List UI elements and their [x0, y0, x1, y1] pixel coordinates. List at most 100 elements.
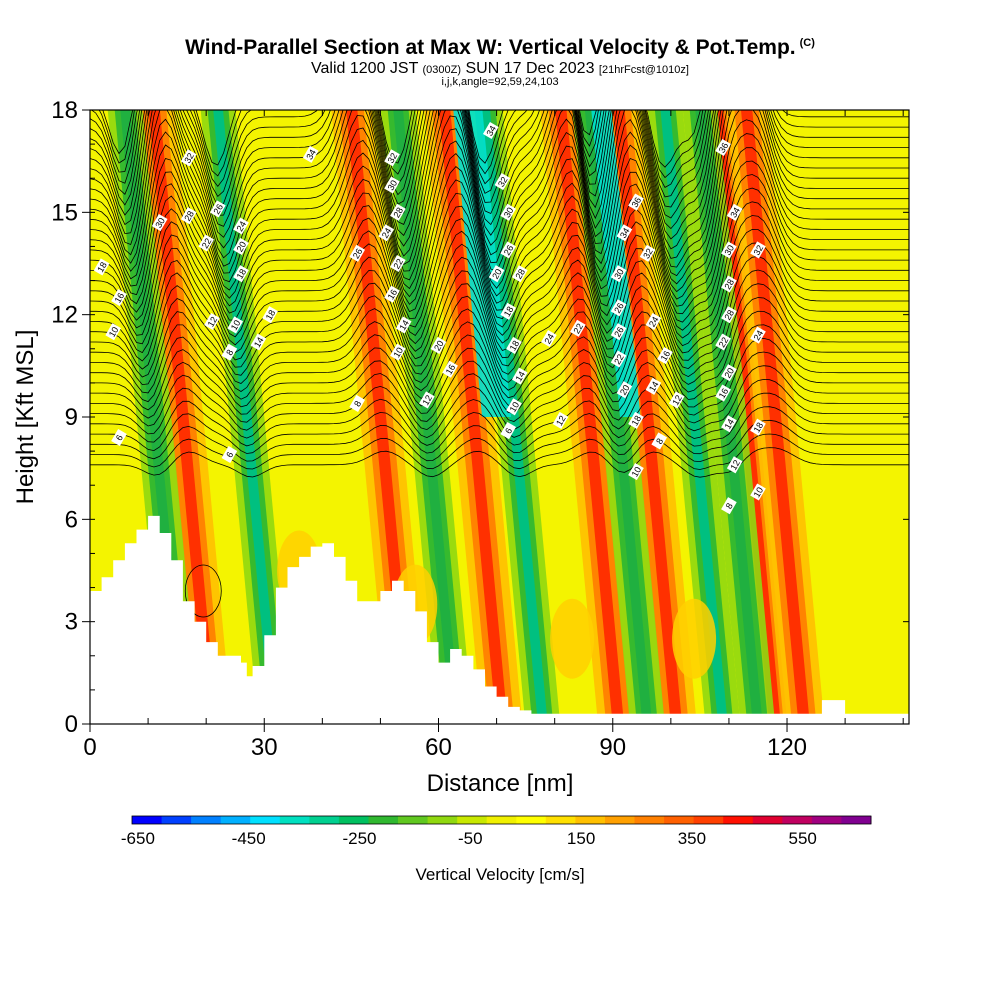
- y-tick-label: 3: [65, 609, 78, 636]
- isentrope-label-bg: [180, 149, 197, 167]
- isentrope-37: [102, 110, 701, 168]
- isentrope-0: [90, 447, 909, 478]
- isentrope-label-11: 18: [233, 265, 249, 283]
- isentrope-label-bg: [221, 343, 238, 361]
- isentrope-label-58: 14: [645, 377, 662, 395]
- isentrope-label-bg: [442, 360, 458, 378]
- isentrope-label-bg: [395, 316, 412, 334]
- x-tick-label: 0: [83, 734, 96, 761]
- isentrope-label-10: 18: [262, 306, 278, 324]
- isentrope-label-44: 22: [570, 319, 586, 337]
- isentrope-label-text: 6: [114, 433, 125, 442]
- isentrope-label-text: 26: [351, 247, 365, 261]
- isentrope-8: [90, 337, 909, 416]
- isentrope-label-text: 12: [206, 315, 220, 329]
- isentrope-label-bg: [715, 138, 731, 157]
- isentrope-label-text: 14: [513, 370, 527, 384]
- isentrope-label-bg: [204, 312, 220, 331]
- isentrope-label-bg: [209, 200, 226, 218]
- isentrope-label-61: 36: [715, 138, 731, 157]
- terrain-profile: [90, 515, 909, 724]
- updraft-band-1-layer-2: [346, 110, 415, 724]
- isentrope-label-text: 22: [717, 335, 731, 349]
- isentrope-label-38: 18: [500, 302, 517, 320]
- isentrope-label-bg: [250, 333, 267, 351]
- colorbar-swatch: [427, 816, 458, 824]
- isentrope-label-text: 28: [722, 277, 736, 291]
- isentrope-label-bg: [384, 176, 400, 194]
- isentrope-32: [90, 110, 909, 219]
- isentrope-label-bg: [105, 323, 122, 341]
- isentrope-label-59: 12: [668, 391, 685, 409]
- isentrope-23: [90, 133, 909, 300]
- isentrope-label-27: 16: [384, 285, 400, 303]
- isentrope-label-40: 14: [511, 367, 528, 385]
- isentrope-label-bg: [111, 289, 127, 307]
- isentrope-label-28: 14: [395, 316, 412, 334]
- y-tick-label: 15: [51, 199, 78, 226]
- isentrope-label-51: 26: [610, 323, 627, 341]
- isentrope-label-bg: [349, 244, 366, 262]
- isentrope-label-15: 26: [209, 200, 226, 218]
- isentrope-label-text: 26: [502, 243, 516, 257]
- x-tick-label: 90: [599, 734, 626, 761]
- colorbar-swatch: [161, 816, 192, 824]
- isentrope-label-8: 16: [111, 289, 127, 307]
- isentrope-label-bg: [500, 203, 517, 221]
- colorbar-swatch: [605, 816, 636, 824]
- updraft-band-6-layer-2: [741, 110, 810, 724]
- isentrope-label-0: 6: [111, 428, 127, 447]
- isentrope-label-bg: [645, 377, 662, 395]
- isentrope-label-bg: [715, 384, 731, 402]
- colorbar-swatch: [132, 816, 163, 824]
- isentrope-label-text: 16: [444, 363, 458, 377]
- isentrope-13: [90, 269, 909, 378]
- updraft-band-4-layer-2: [613, 110, 683, 724]
- isentrope-label-bg: [93, 258, 110, 276]
- valid-time: Valid 1200 JST (0300Z) SUN 17 Dec 2023 […: [311, 60, 689, 77]
- isentrope-label-text: 30: [153, 216, 167, 230]
- isentrope-label-29: 10: [390, 343, 406, 361]
- y-tick-label: 6: [65, 506, 78, 533]
- colorbar-swatch: [752, 816, 783, 824]
- isentrope-label-text: 28: [391, 206, 405, 220]
- isentrope-19: [90, 187, 909, 331]
- isentrope-label-47: 34: [616, 224, 633, 242]
- isentrope-label-41: 10: [506, 398, 522, 416]
- colorbar-label: Vertical Velocity [cm/s]: [415, 865, 584, 884]
- isentrope-label-bg: [726, 456, 743, 474]
- isentrope-label-bg: [419, 391, 435, 409]
- isentrope-label-text: 22: [612, 352, 626, 366]
- isentrope-label-bg: [494, 173, 511, 191]
- downdraft-band-1: [200, 110, 293, 724]
- isentrope-label-text: 18: [264, 308, 278, 322]
- isentrope-18: [90, 201, 909, 339]
- isentrope-label-text: 32: [752, 243, 766, 257]
- isentrope-label-bg: [511, 367, 528, 385]
- isentrope-17: [90, 215, 909, 347]
- isentrope-label-bg: [482, 121, 499, 140]
- isentrope-label-text: 32: [496, 175, 510, 189]
- isentrope-7: [90, 351, 909, 424]
- isentrope-2: [90, 419, 909, 463]
- isentrope-26: [90, 110, 909, 277]
- isentrope-label-bg: [488, 265, 505, 283]
- isentrope-label-bg: [721, 275, 737, 293]
- isentrope-label-text: 22: [200, 236, 214, 250]
- isentrope-label-bg: [180, 207, 197, 225]
- isentrope-label-text: 12: [554, 414, 568, 428]
- colorbar-swatch: [486, 816, 517, 824]
- isentrope-label-bg: [390, 254, 406, 273]
- colorbar-swatch: [516, 816, 547, 824]
- isentrope-label-35: 26: [500, 241, 517, 259]
- colorbar-swatch: [457, 816, 488, 824]
- isentrope-label-bg: [616, 381, 633, 399]
- isentrope-label-75: 8: [721, 497, 737, 515]
- copyright-mark: (C): [799, 37, 815, 49]
- isentrope-label-23: 28: [390, 203, 406, 221]
- isentrope-label-text: 24: [647, 315, 661, 329]
- isentrope-label-bg: [384, 285, 400, 303]
- isentrope-label-3: 8: [349, 394, 366, 412]
- isentrope-label-19: 34: [302, 145, 319, 163]
